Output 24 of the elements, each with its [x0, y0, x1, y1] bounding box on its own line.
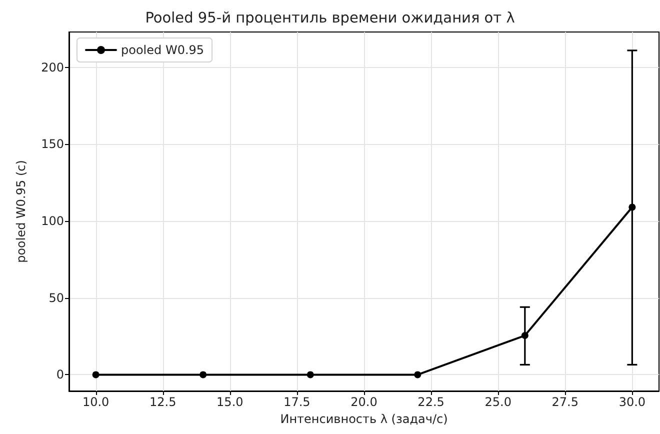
legend-label: pooled W0.95 — [121, 43, 204, 57]
x-tick-label: 20.0 — [350, 395, 378, 409]
point — [306, 371, 314, 378]
point — [200, 371, 207, 378]
y-tick-label: 150 — [41, 137, 64, 152]
point — [414, 371, 422, 378]
y-tick-label: 200 — [41, 60, 64, 74]
y-tick-label: 100 — [41, 214, 64, 228]
x-axis-title: Интенсивность λ (задач/с) — [280, 412, 448, 426]
point — [628, 204, 636, 211]
x-tick-label: 10.0 — [82, 395, 110, 409]
x-tick-label: 22.5 — [418, 395, 444, 409]
point — [521, 332, 528, 340]
chart-title: Pooled 95-й процентиль времени ожидания от λ — [145, 10, 516, 26]
x-tick-label: 12.5 — [150, 395, 176, 409]
x-tick-label: 17.5 — [284, 395, 310, 409]
point — [92, 371, 100, 378]
x-tick-label: 25.0 — [484, 395, 512, 409]
y-axis-title: pooled W0.95 (с) — [14, 160, 28, 263]
y-tick-label: 0 — [56, 368, 64, 382]
y-tick-label: 50 — [48, 290, 64, 305]
x-tick-label: 15.0 — [216, 395, 244, 409]
x-tick-label: 30.0 — [618, 395, 646, 409]
x-tick-label: 27.5 — [552, 395, 578, 409]
